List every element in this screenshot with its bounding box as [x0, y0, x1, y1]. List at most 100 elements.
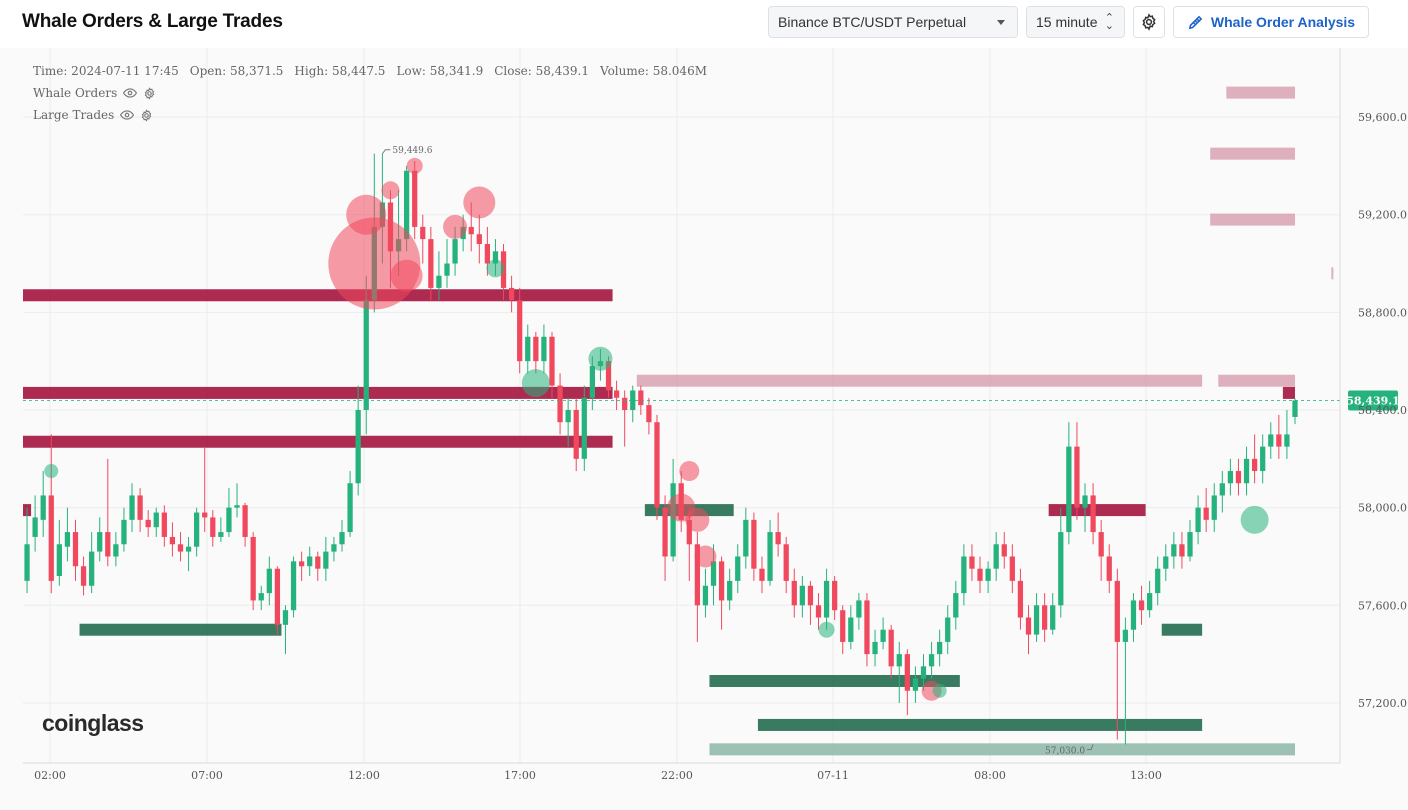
bid-wall: [79, 623, 282, 636]
candle-body: [282, 610, 289, 625]
legend-close: Close: 58,439.1: [494, 64, 590, 78]
large-trade-bubbles: [44, 157, 1269, 701]
candle-body: [937, 641, 943, 655]
ask-wall: [636, 374, 1203, 387]
candle-body: [113, 544, 119, 557]
candle-body: [961, 556, 967, 594]
candle-body: [872, 641, 878, 655]
gear-icon[interactable]: [143, 87, 157, 100]
candle-body: [928, 654, 935, 667]
y-tick-label: 58,800.0: [1358, 306, 1407, 319]
candle-body: [1155, 568, 1161, 594]
layer-label-large-trades: Large Trades: [33, 108, 115, 122]
sell-trade-bubble: [381, 181, 400, 200]
candle-body: [775, 532, 781, 545]
sell-trade-bubble: [346, 194, 387, 235]
layer-label-whale-orders: Whale Orders: [33, 86, 118, 100]
candle-body: [290, 561, 297, 611]
candle-body: [129, 495, 135, 520]
candle-body: [1114, 580, 1120, 642]
bid-wall: [709, 743, 1295, 756]
candle-body: [1058, 532, 1064, 606]
whale-order-walls: [23, 86, 1334, 756]
last-price-label: 58,439.1: [1346, 394, 1400, 407]
high-marker-leader: [381, 149, 391, 155]
eye-icon[interactable]: [120, 109, 135, 121]
candle-body: [823, 580, 830, 618]
chart-area[interactable]: 58,439.1 59,449.6 57,030.0 59,600.0 59,200.…: [0, 48, 1408, 810]
legend-time: Time: 2024-07-11 17:45: [33, 64, 179, 78]
candle-body: [832, 580, 838, 611]
header: Whale Orders & Large Trades Binance BTC/…: [0, 0, 1408, 46]
gear-icon[interactable]: [140, 109, 154, 122]
candle-body: [420, 226, 426, 240]
candle-body: [210, 517, 216, 537]
chevron-down-icon: [997, 20, 1005, 25]
candle-body: [1187, 532, 1193, 557]
candle-body: [1235, 471, 1242, 484]
candle-body: [1025, 617, 1032, 635]
y-tick-label: 57,600.0: [1358, 599, 1407, 612]
candlestick-chart[interactable]: 58,439.1 59,449.6 57,030.0 59,600.0 59,200.…: [0, 48, 1408, 810]
y-tick-label: 58,000.0: [1358, 502, 1407, 515]
ask-wall: [23, 386, 613, 399]
sell-trade-bubble: [406, 157, 423, 174]
candle-body: [444, 263, 450, 276]
candle-body: [1130, 600, 1137, 630]
sell-trade-bubble: [679, 461, 700, 482]
layer-large-trades: Large Trades: [33, 108, 707, 122]
bid-wall: [1161, 623, 1203, 636]
candle-body: [363, 300, 369, 410]
candle-body: [1082, 495, 1088, 508]
x-tick-label: 07:00: [191, 769, 223, 782]
candle-body: [1179, 544, 1185, 557]
candle-body: [1042, 605, 1048, 630]
candle-body: [581, 397, 587, 459]
candle-body: [799, 585, 805, 606]
candle-body: [1251, 458, 1258, 472]
candle-body: [80, 566, 87, 586]
eye-icon[interactable]: [123, 87, 138, 99]
buy-trade-bubble: [1240, 505, 1269, 534]
candle-body: [492, 251, 499, 264]
interval-select[interactable]: 15 minute ⌃ ⌄: [1026, 6, 1125, 38]
settings-button[interactable]: [1133, 6, 1165, 38]
candle-body: [1260, 446, 1266, 472]
ohlc-readout: Time: 2024-07-11 17:45 Open: 58,371.5 Hi…: [33, 64, 707, 78]
legend-open: Open: 58,371.5: [189, 64, 284, 78]
candle-body: [1033, 605, 1040, 635]
candle-body: [517, 300, 523, 362]
x-tick-label: 22:00: [661, 769, 693, 782]
x-tick-label: 08:00: [974, 769, 1006, 782]
ask-wall: [1210, 147, 1295, 160]
candle-body: [807, 585, 814, 606]
low-marker-label: 57,030.0: [1045, 746, 1085, 756]
y-tick-label: 57,200.0: [1358, 697, 1407, 710]
candle-body: [613, 390, 620, 398]
candle-body: [97, 532, 103, 552]
candle-body: [864, 600, 870, 655]
buy-trade-bubble: [486, 259, 505, 278]
whale-order-analysis-button[interactable]: Whale Order Analysis: [1173, 6, 1369, 38]
candle-body: [727, 580, 733, 601]
buy-trade-bubble: [588, 346, 613, 371]
candle-body: [557, 385, 563, 423]
candle-body: [646, 405, 652, 423]
candle-body: [945, 617, 951, 642]
pair-select[interactable]: Binance BTC/USDT Perpetual: [768, 6, 1018, 38]
legend-volume: Volume: 58.046M: [600, 64, 707, 78]
gear-icon: [1142, 13, 1156, 31]
candle-body: [56, 544, 62, 577]
candle-body: [993, 544, 999, 569]
candle-body: [64, 532, 71, 547]
ask-wall: [1331, 267, 1334, 280]
x-tick-label: 07-11: [817, 769, 849, 782]
candle-body: [1009, 556, 1015, 581]
x-tick-label: 12:00: [348, 769, 380, 782]
candle-body: [1211, 495, 1217, 520]
page-title: Whale Orders & Large Trades: [22, 11, 283, 32]
sell-trade-bubble: [443, 214, 468, 239]
candle-body: [355, 410, 361, 484]
candle-body: [40, 495, 46, 520]
grid-lines: [23, 48, 1340, 763]
